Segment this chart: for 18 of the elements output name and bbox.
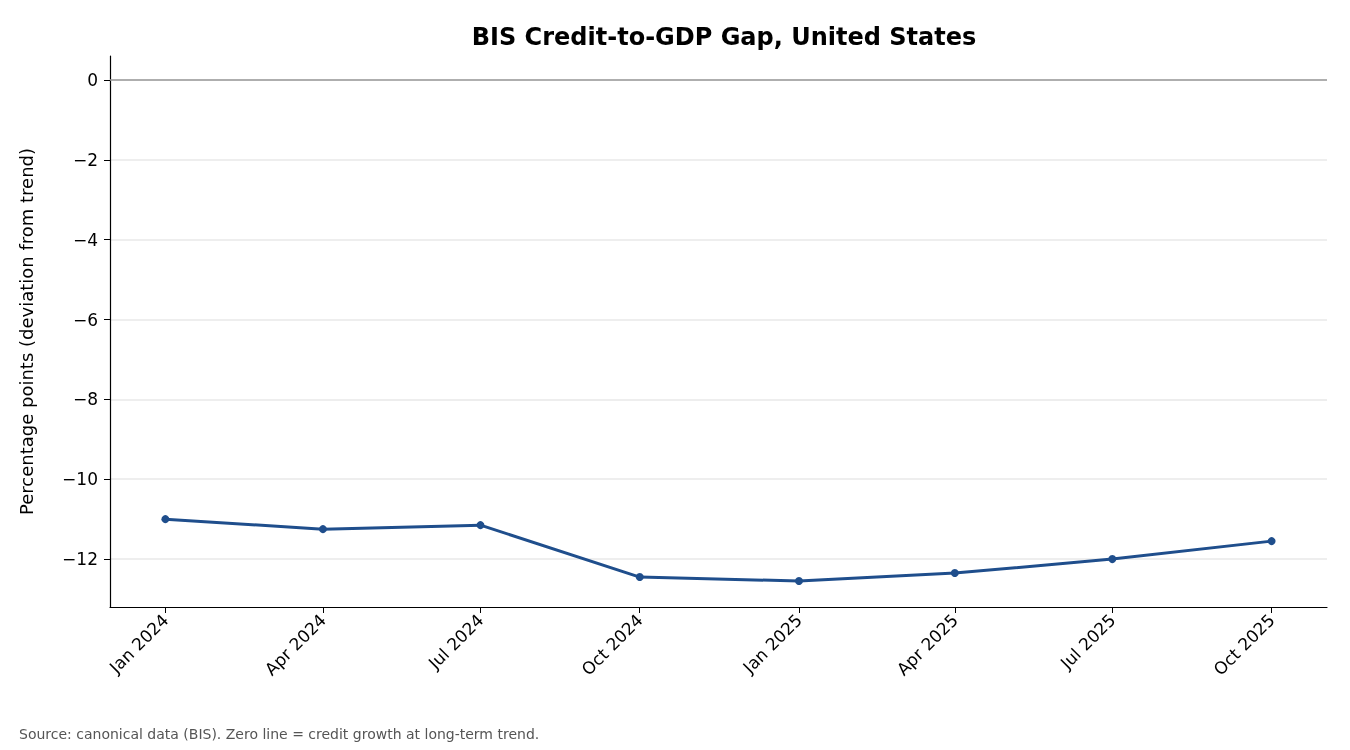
y-tick-label: −6 — [72, 309, 98, 330]
y-tick-label: −12 — [62, 549, 98, 570]
y-tick-label: 0 — [87, 69, 98, 90]
point — [161, 515, 170, 524]
y-tick-label: −10 — [62, 469, 98, 490]
source-note: Source: canonical data (BIS). Zero line = credit growth at long-term trend. — [19, 726, 540, 742]
point — [1267, 537, 1276, 546]
point — [635, 573, 644, 582]
y-tick-label: −8 — [72, 389, 98, 410]
point — [318, 525, 327, 534]
y-tick-label: −4 — [72, 229, 98, 250]
y-axis-title: Percentage points (deviation from trend) — [15, 148, 37, 515]
point — [476, 521, 485, 530]
point — [950, 569, 959, 578]
point — [795, 577, 803, 586]
y-tick-label: −2 — [72, 149, 98, 170]
chart-title: BIS Credit-to-GDP Gap, United States — [471, 23, 977, 51]
point — [1108, 555, 1117, 564]
